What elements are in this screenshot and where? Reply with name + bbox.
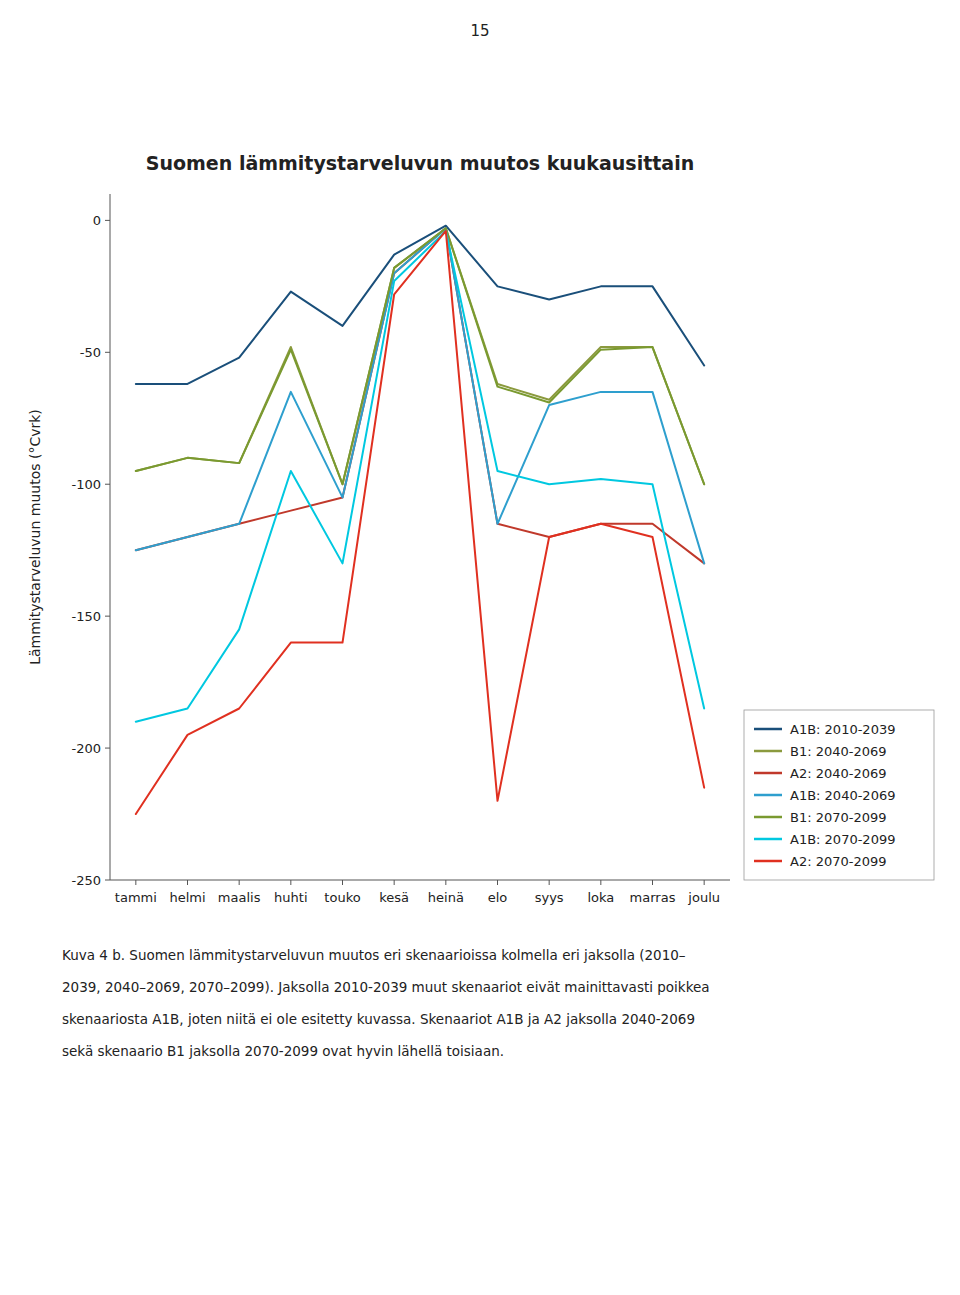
y-tick-label: -150 bbox=[71, 609, 101, 624]
chart: 15 Kuva 4 b. Suomen lämmitystarveluvun mu… bbox=[0, 0, 960, 1295]
x-tick bbox=[704, 880, 705, 885]
caption-line: Kuva 4 b. Suomen lämmitystarveluvun muut… bbox=[62, 947, 686, 963]
x-tick bbox=[187, 880, 188, 885]
x-tick-label: syys bbox=[535, 890, 564, 905]
x-tick-label: heinä bbox=[428, 890, 464, 905]
x-tick bbox=[290, 880, 291, 885]
legend-label: A1B: 2070-2099 bbox=[790, 832, 895, 847]
legend-swatch bbox=[754, 728, 782, 731]
x-tick bbox=[445, 880, 446, 885]
x-axis-line bbox=[110, 880, 730, 881]
series-lines bbox=[136, 226, 704, 814]
x-tick-label: huhti bbox=[274, 890, 307, 905]
legend-swatch bbox=[754, 860, 782, 863]
x-tick bbox=[549, 880, 550, 885]
y-tick-label: -250 bbox=[71, 873, 101, 888]
x-tick-label: touko bbox=[324, 890, 360, 905]
series-line bbox=[136, 228, 704, 484]
y-tick bbox=[105, 352, 110, 353]
caption-line: skenaariosta A1B, joten niitä ei ole esi… bbox=[62, 1011, 695, 1027]
y-axis-line bbox=[110, 194, 111, 880]
y-axis-label: Lämmitystarveluvun muutos (°Cvrk) bbox=[27, 409, 43, 665]
legend-swatch bbox=[754, 750, 782, 753]
x-tick bbox=[600, 880, 601, 885]
x-tick-label: tammi bbox=[115, 890, 157, 905]
series-line bbox=[136, 228, 704, 484]
y-tick-label: -100 bbox=[71, 477, 101, 492]
y-tick-label: -50 bbox=[80, 345, 101, 360]
x-tick-label: marras bbox=[630, 890, 676, 905]
series-line bbox=[136, 228, 704, 563]
x-tick-label: maalis bbox=[218, 890, 261, 905]
series-line bbox=[136, 231, 704, 722]
y-tick bbox=[105, 880, 110, 881]
x-tick-label: kesä bbox=[379, 890, 409, 905]
axes: 0 -50 -100 -150 -200 -250 tammi helmi maalis huht… bbox=[71, 194, 730, 905]
title: Suomen lämmitystarveluvun muutos kuukaus… bbox=[146, 152, 694, 174]
y-tick bbox=[105, 484, 110, 485]
caption-line: 2039, 2040–2069, 2070–2099). Jaksolla 20… bbox=[62, 979, 710, 995]
legend-label: A2: 2070-2099 bbox=[790, 854, 887, 869]
y-tick-label: -200 bbox=[71, 741, 101, 756]
legend-box bbox=[744, 710, 934, 880]
legend-swatch bbox=[754, 816, 782, 819]
x-tick bbox=[497, 880, 498, 885]
x-tick-label: loka bbox=[587, 890, 614, 905]
legend-label: A2: 2040-2069 bbox=[790, 766, 887, 781]
legend-swatch bbox=[754, 838, 782, 841]
x-tick bbox=[135, 880, 136, 885]
legend-label: B1: 2070-2099 bbox=[790, 810, 887, 825]
y-tick bbox=[105, 616, 110, 617]
page-number: 15 bbox=[470, 22, 489, 40]
x-tick bbox=[394, 880, 395, 885]
x-tick bbox=[239, 880, 240, 885]
x-tick bbox=[342, 880, 343, 885]
legend-label: A1B: 2010-2039 bbox=[790, 722, 895, 737]
x-tick-label: joulu bbox=[687, 890, 720, 905]
series-line bbox=[136, 231, 704, 814]
x-tick-label: elo bbox=[488, 890, 508, 905]
legend-label: B1: 2040-2069 bbox=[790, 744, 887, 759]
series-line bbox=[136, 228, 704, 563]
x-tick-label: helmi bbox=[169, 890, 205, 905]
legend: A1B: 2010-2039 B1: 2040-2069 A2: 2040-2069… bbox=[744, 710, 934, 880]
x-tick bbox=[652, 880, 653, 885]
y-tick bbox=[105, 748, 110, 749]
legend-label: A1B: 2040-2069 bbox=[790, 788, 895, 803]
legend-swatch bbox=[754, 794, 782, 797]
caption-line: sekä skenaario B1 jaksolla 2070-2099 ova… bbox=[62, 1043, 504, 1059]
y-tick-label: 0 bbox=[93, 213, 101, 228]
legend-swatch bbox=[754, 772, 782, 775]
y-tick bbox=[105, 220, 110, 221]
